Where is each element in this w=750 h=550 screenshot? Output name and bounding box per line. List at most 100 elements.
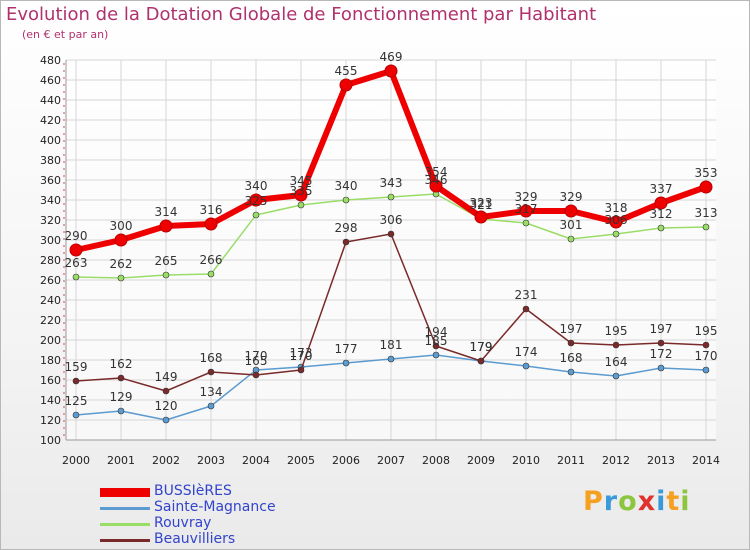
data-label: 168 (560, 351, 583, 365)
data-label: 346 (425, 173, 448, 187)
data-label: 469 (380, 50, 403, 64)
data-point (204, 217, 218, 231)
data-point (522, 219, 530, 227)
y-tick-label: 320 (40, 214, 61, 227)
data-label: 329 (560, 190, 583, 204)
legend-swatch (100, 506, 150, 510)
data-label: 266 (200, 253, 223, 267)
data-point (162, 387, 170, 395)
data-point (657, 364, 665, 372)
data-label: 337 (650, 182, 673, 196)
y-tick-label: 380 (40, 154, 61, 167)
legend-swatch (100, 538, 150, 542)
data-point (387, 230, 395, 238)
chart-title: Evolution de la Dotation Globale de Fonc… (6, 4, 597, 25)
chart-subtitle: (en € et par an) (22, 28, 109, 41)
data-point (297, 366, 305, 374)
x-tick-label: 2001 (107, 454, 135, 467)
y-tick-label: 180 (40, 354, 61, 367)
data-label: 354 (425, 165, 448, 179)
data-point (387, 193, 395, 201)
data-label: 181 (380, 338, 403, 352)
data-point (159, 219, 173, 233)
legend-label: Sainte-Magnance (154, 499, 276, 515)
x-tick-label: 2009 (467, 454, 495, 467)
data-point (612, 372, 620, 380)
y-tick-label: 400 (40, 134, 61, 147)
data-point (162, 416, 170, 424)
data-point (207, 402, 215, 410)
data-label: 179 (470, 340, 493, 354)
data-point (612, 230, 620, 238)
x-tick-label: 2014 (692, 454, 720, 467)
data-point (342, 238, 350, 246)
logo-letter: r (603, 486, 619, 517)
logo-letter: P (583, 486, 604, 517)
data-label: 262 (110, 257, 133, 271)
data-label: 345 (290, 174, 313, 188)
logo-letter: t (666, 486, 681, 517)
data-label: 164 (605, 355, 628, 369)
data-point (339, 78, 353, 92)
data-label: 162 (110, 357, 133, 371)
data-point (252, 371, 260, 379)
y-tick-label: 300 (40, 234, 61, 247)
data-point (162, 271, 170, 279)
data-label: 197 (560, 322, 583, 336)
data-label: 301 (560, 218, 583, 232)
y-tick-label: 440 (40, 94, 61, 107)
data-label: 312 (650, 207, 673, 221)
x-tick-label: 2012 (602, 454, 630, 467)
y-tick-label: 100 (40, 434, 61, 447)
data-point (207, 368, 215, 376)
data-label: 321 (470, 198, 493, 212)
data-label: 318 (605, 201, 628, 215)
data-label: 125 (65, 394, 88, 408)
logo-letter: o (618, 486, 638, 517)
data-label: 170 (245, 349, 268, 363)
x-tick-label: 2003 (197, 454, 225, 467)
data-point (432, 342, 440, 350)
legend-swatch (100, 522, 150, 526)
data-label: 172 (650, 347, 673, 361)
data-point (522, 305, 530, 313)
y-tick-label: 260 (40, 274, 61, 287)
data-label: 329 (515, 190, 538, 204)
x-tick-label: 2010 (512, 454, 540, 467)
data-point (702, 366, 710, 374)
legend-swatch (100, 487, 150, 497)
data-label: 313 (695, 206, 718, 220)
data-label: 129 (110, 390, 133, 404)
data-label: 197 (650, 322, 673, 336)
data-point (522, 362, 530, 370)
y-tick-label: 160 (40, 374, 61, 387)
data-label: 263 (65, 256, 88, 270)
logo-letter: x (637, 486, 657, 517)
data-point (432, 351, 440, 359)
proxiti-logo: Proxiti (583, 486, 691, 517)
data-point (699, 180, 713, 194)
data-point (117, 274, 125, 282)
data-label: 120 (155, 399, 178, 413)
data-label: 134 (200, 385, 223, 399)
data-point (654, 196, 668, 210)
logo-letter: i (680, 486, 691, 517)
data-label: 149 (155, 370, 178, 384)
y-tick-label: 220 (40, 314, 61, 327)
x-tick-label: 2006 (332, 454, 360, 467)
y-tick-label: 280 (40, 254, 61, 267)
data-label: 173 (290, 346, 313, 360)
data-label: 231 (515, 288, 538, 302)
data-label: 195 (605, 324, 628, 338)
data-point (72, 377, 80, 385)
data-point (72, 273, 80, 281)
x-tick-label: 2013 (647, 454, 675, 467)
data-point (69, 243, 83, 257)
data-label: 177 (335, 342, 358, 356)
data-point (609, 215, 623, 229)
data-label: 195 (695, 324, 718, 338)
data-point (702, 223, 710, 231)
data-label: 174 (515, 345, 538, 359)
data-point (117, 407, 125, 415)
